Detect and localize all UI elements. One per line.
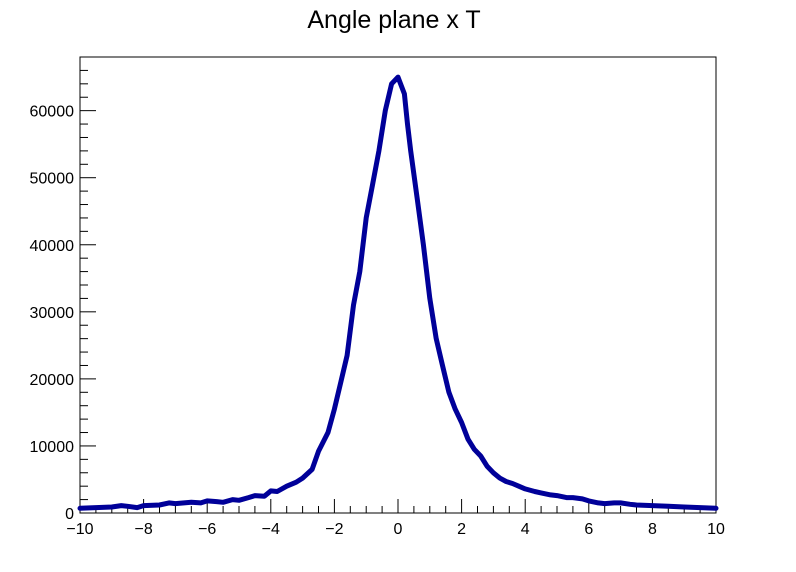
x-tick-label: 6 xyxy=(584,521,593,538)
x-tick-label: 0 xyxy=(394,521,403,538)
y-tick-label: 40000 xyxy=(30,238,75,255)
y-tick-label: 50000 xyxy=(30,171,75,188)
y-tick-label: 30000 xyxy=(30,305,75,322)
x-tick-label: 4 xyxy=(521,521,530,538)
chart-title: Angle plane x T xyxy=(307,6,480,34)
x-tick-label: 10 xyxy=(707,521,725,538)
x-tick-label: −10 xyxy=(66,521,93,538)
y-tick-label: 10000 xyxy=(30,439,75,456)
x-tick-label: −4 xyxy=(262,521,280,538)
x-axis: −10 −8 −6 −4 −2 0 2 4 6 8 10 xyxy=(66,499,725,538)
y-tick-label: 0 xyxy=(65,506,74,523)
x-tick-label: −8 xyxy=(134,521,152,538)
plot-frame xyxy=(79,56,717,514)
series-line xyxy=(77,74,719,511)
x-tick-label: 8 xyxy=(648,521,657,538)
x-tick-label: 2 xyxy=(457,521,466,538)
y-tick-label: 60000 xyxy=(30,104,75,121)
x-tick-label: −2 xyxy=(325,521,343,538)
y-axis: 0 10000 20000 30000 40000 50000 60000 xyxy=(30,56,96,523)
y-tick-label: 20000 xyxy=(30,372,75,389)
x-tick-label: −6 xyxy=(198,521,216,538)
